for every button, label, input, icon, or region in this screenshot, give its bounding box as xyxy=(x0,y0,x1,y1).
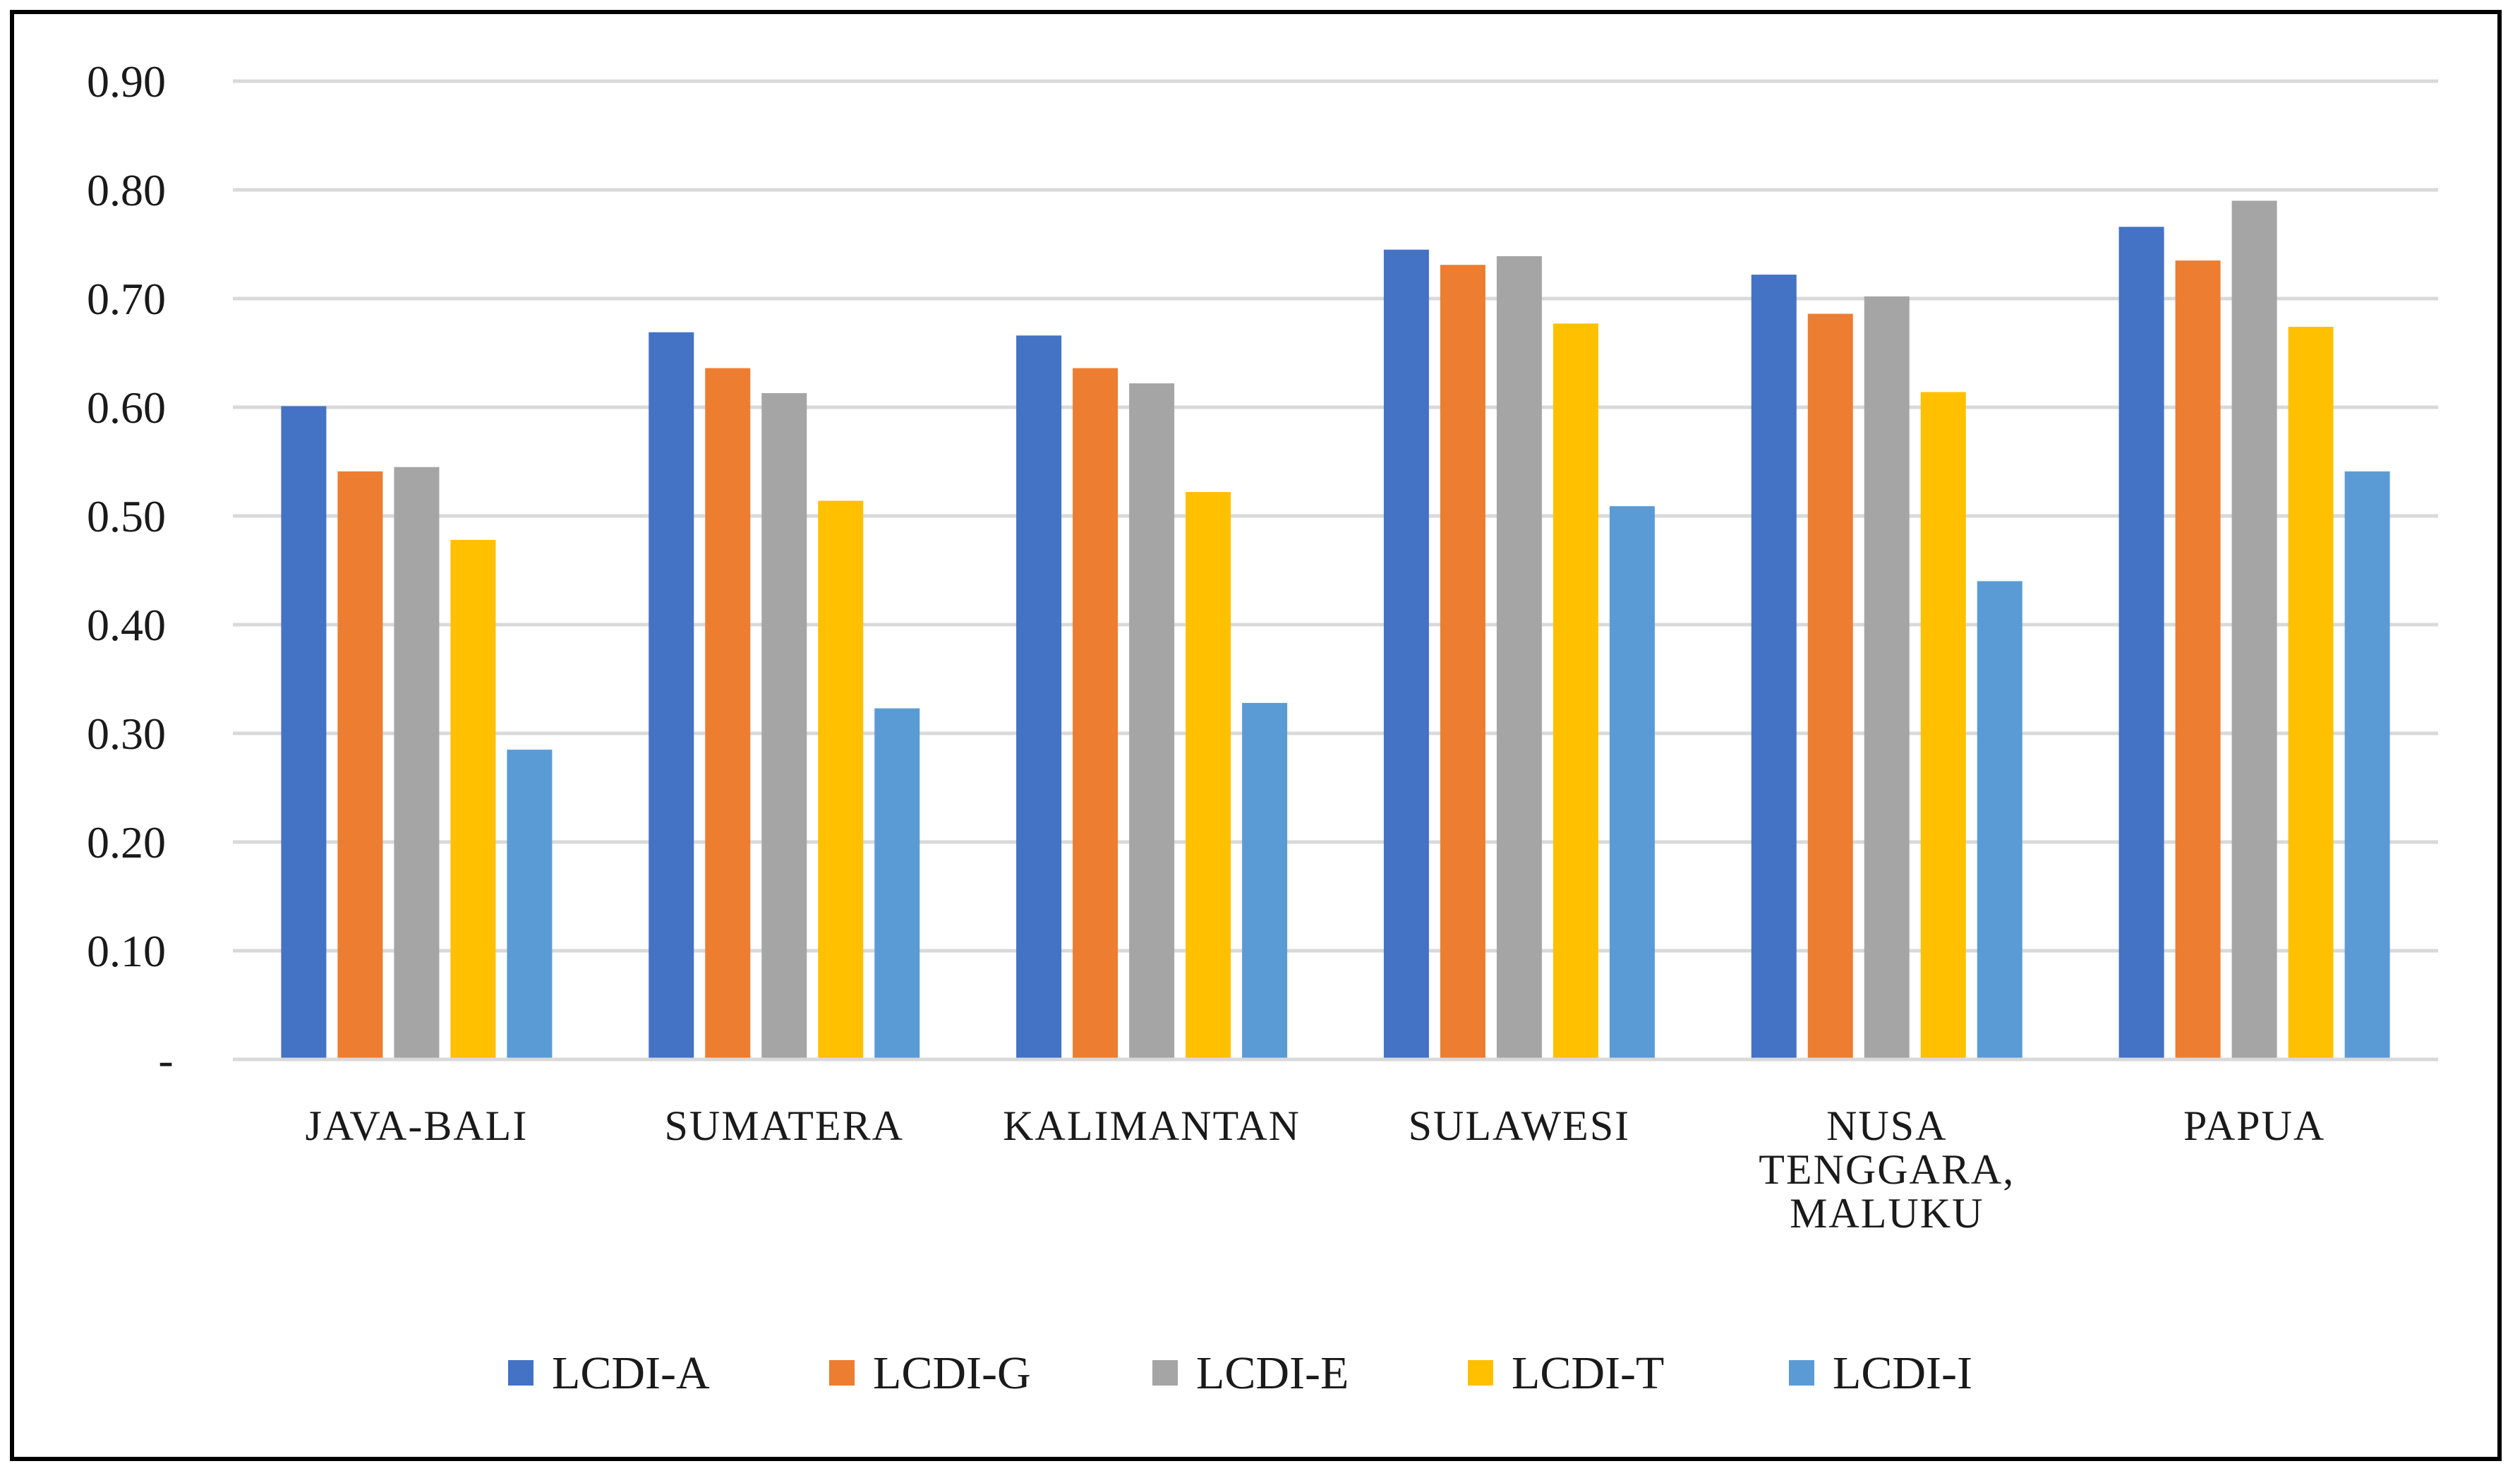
x-tick-label: SULAWESI xyxy=(1409,1103,1631,1149)
legend-label-lcdi-a: LCDI-A xyxy=(552,1347,710,1399)
y-tick-label: 0.90 xyxy=(87,56,166,107)
y-tick-label: 0.70 xyxy=(87,274,166,324)
bar-lcdi-i xyxy=(1977,581,2022,1059)
bar-lcdi-e xyxy=(1496,256,1542,1060)
bar-lcdi-a xyxy=(1751,275,1797,1059)
bars xyxy=(281,200,2390,1060)
legend-label-lcdi-t: LCDI-T xyxy=(1512,1347,1664,1399)
bar-lcdi-g xyxy=(1807,313,1853,1059)
bar-lcdi-i xyxy=(507,750,553,1059)
bar-lcdi-a xyxy=(281,406,327,1059)
legend-label-lcdi-g: LCDI-G xyxy=(873,1347,1031,1399)
bar-lcdi-e xyxy=(761,392,807,1059)
bar-lcdi-a xyxy=(1383,249,1429,1060)
axes: - 0.10 0.20 0.30 0.40 0.50 0.60 0.70 0.80 0.90 JAV… xyxy=(87,56,2438,1237)
x-tick-label: KALIMANTAN xyxy=(1003,1103,1301,1149)
y-tick-label: 0.40 xyxy=(87,600,166,650)
bar-lcdi-t xyxy=(1186,492,1231,1059)
bar-lcdi-i xyxy=(1609,506,1655,1059)
legend-swatch-lcdi-g xyxy=(829,1360,855,1386)
y-tick-label: 0.80 xyxy=(87,165,166,215)
bar-lcdi-a xyxy=(1016,335,1062,1059)
legend: LCDI-A LCDI-G LCDI-E LCDI-T LCDI-I xyxy=(508,1347,1972,1399)
legend-label-lcdi-i: LCDI-I xyxy=(1833,1347,1972,1399)
x-tick-label: NUSA xyxy=(1826,1103,1947,1149)
bar-lcdi-t xyxy=(1553,323,1598,1059)
legend-swatch-lcdi-i xyxy=(1789,1360,1814,1386)
y-tick-label: 0.50 xyxy=(87,491,166,541)
bar-lcdi-g xyxy=(705,368,751,1059)
bar-lcdi-g xyxy=(2175,260,2221,1060)
bar-lcdi-t xyxy=(450,539,496,1059)
y-tick-label: 0.60 xyxy=(87,383,166,433)
bar-lcdi-g xyxy=(337,471,383,1059)
legend-label-lcdi-e: LCDI-E xyxy=(1196,1347,1349,1399)
legend-swatch-lcdi-a xyxy=(508,1360,533,1386)
bar-lcdi-i xyxy=(874,708,920,1059)
gridlines xyxy=(233,79,2438,1062)
bar-lcdi-t xyxy=(2288,327,2334,1059)
bar-lcdi-g xyxy=(1440,265,1485,1059)
bar-lcdi-i xyxy=(2344,471,2390,1059)
y-tick-label: 0.30 xyxy=(87,709,166,759)
bar-lcdi-e xyxy=(1129,383,1175,1059)
y-tick-label: 0.20 xyxy=(87,817,166,867)
x-tick-label: TENGGARA, xyxy=(1759,1146,2015,1193)
legend-swatch-lcdi-t xyxy=(1468,1360,1493,1386)
legend-swatch-lcdi-e xyxy=(1152,1360,1178,1386)
bar-lcdi-g xyxy=(1073,368,1119,1059)
x-tick-label: SUMATERA xyxy=(665,1103,904,1149)
x-tick-label: PAPUA xyxy=(2183,1103,2325,1149)
bar-lcdi-e xyxy=(394,467,440,1059)
bar-lcdi-t xyxy=(818,500,864,1059)
x-tick-label: JAVA-BALI xyxy=(305,1103,528,1149)
x-tick-label: MALUKU xyxy=(1790,1190,1984,1237)
bar-lcdi-a xyxy=(2118,227,2164,1059)
bar-lcdi-e xyxy=(1864,296,1910,1059)
y-tick-label: 0.10 xyxy=(87,926,166,976)
y-tick-label: - xyxy=(158,1035,173,1085)
bar-lcdi-e xyxy=(2231,200,2277,1059)
bar-lcdi-a xyxy=(649,332,694,1059)
bar-lcdi-i xyxy=(1242,702,1288,1059)
bar-lcdi-t xyxy=(1920,392,1966,1059)
